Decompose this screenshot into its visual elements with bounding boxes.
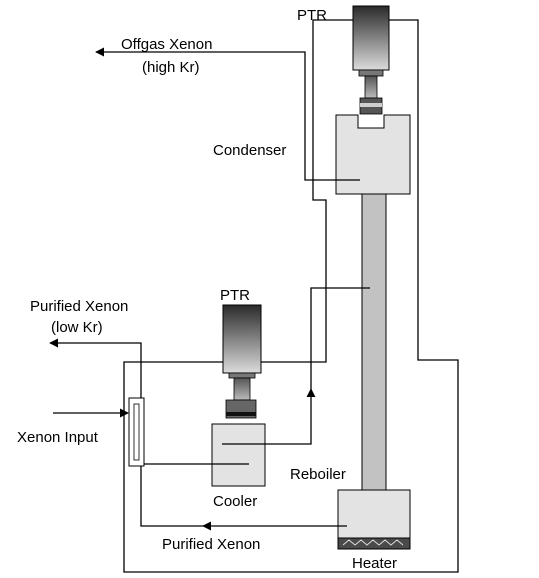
column-feed-line [310, 287, 370, 389]
ptr-top [352, 5, 390, 115]
label-cooler: Cooler [213, 493, 257, 510]
distillation-column [361, 191, 387, 497]
label-ptr-bottom: PTR [220, 287, 250, 304]
label-reboiler: Reboiler [290, 466, 346, 483]
heater [337, 537, 411, 550]
label-xenon-input: Xenon Input [17, 429, 99, 446]
cooler-feed-line [222, 388, 316, 445]
purified-outlet-line [49, 338, 142, 398]
label-ptr-top: PTR [297, 7, 327, 24]
offgas-line [95, 47, 360, 181]
cooler [211, 423, 266, 487]
condenser [335, 114, 411, 195]
label-heater: Heater [352, 555, 397, 572]
purified-return-line-2 [140, 466, 203, 527]
label-offgas-high-kr: (high Kr) [142, 59, 200, 76]
label-condenser: Condenser [213, 142, 286, 159]
label-offgas-xenon: Offgas Xenon [121, 36, 212, 53]
ptr-bottom [222, 304, 262, 419]
heat-exchanger [128, 397, 145, 467]
enclosure-outline [123, 19, 459, 573]
label-low-kr: (low Kr) [51, 319, 103, 336]
label-purified-xenon-top: Purified Xenon [30, 298, 128, 315]
label-purified-xenon-bottom: Purified Xenon [162, 536, 260, 553]
reboiler [337, 489, 411, 539]
